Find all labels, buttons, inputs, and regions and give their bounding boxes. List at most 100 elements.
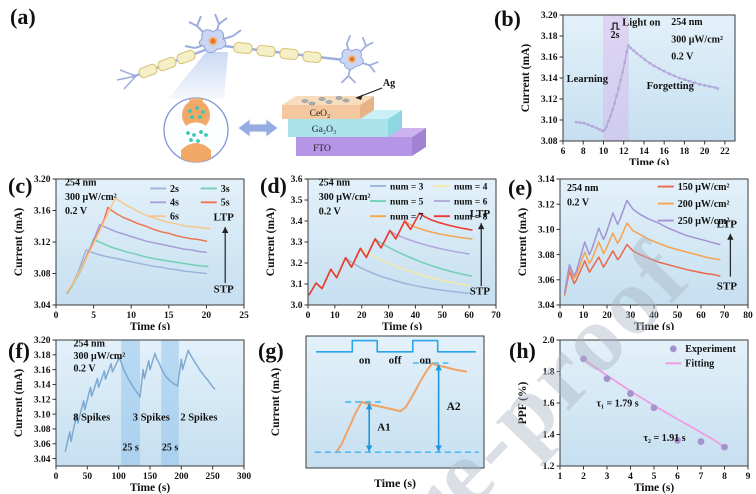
annotation-text: 8 Spikes <box>73 412 110 423</box>
svg-text:3.08: 3.08 <box>538 251 555 261</box>
series-light-pulse-train <box>315 339 476 353</box>
y-axis-label: Current (mA) <box>13 369 25 438</box>
svg-text:9: 9 <box>746 472 751 482</box>
svg-text:300: 300 <box>237 472 252 482</box>
legend-item: 6s <box>150 212 179 223</box>
panel-f: (f) 0 50 100 150 200 250 300 3.04 3.06 3.08 3.10 3.… <box>0 330 252 494</box>
svg-text:70: 70 <box>491 311 501 321</box>
annotation-text: 0.2 V <box>671 52 694 63</box>
ag-electrode-dots <box>301 96 350 106</box>
svg-text:80: 80 <box>743 311 753 321</box>
ag-arrowhead-icon <box>356 94 363 100</box>
svg-text:6s: 6s <box>170 212 179 223</box>
svg-text:4s: 4s <box>170 198 179 209</box>
svg-text:150 μW/cm²: 150 μW/cm² <box>678 182 730 193</box>
panel-f-chart: 0 50 100 150 200 250 300 3.04 3.06 3.08 3.10 3.12 3.… <box>13 336 252 494</box>
series-spike-train <box>64 349 216 452</box>
svg-text:3.16: 3.16 <box>541 53 558 63</box>
x-axis-label: Time (s) <box>382 321 423 330</box>
layer-label-ceo2: CeO₂ <box>310 109 331 119</box>
svg-text:1.4: 1.4 <box>543 431 555 441</box>
synapse-inset-icon <box>163 97 229 163</box>
annotation-text: A1 <box>377 421 390 433</box>
svg-text:3.14: 3.14 <box>34 381 51 391</box>
svg-text:3.18: 3.18 <box>541 32 558 42</box>
annotation-text: 3 Spikes <box>133 412 170 423</box>
svg-text:70: 70 <box>720 311 730 321</box>
annotation-text: 300 μW/cm² <box>319 192 371 203</box>
panel-h-chart: 1 2 3 4 5 6 7 8 9 1.2 1.4 1.6 1.8 2.0 Time (s) PPF (%) τ… <box>517 336 751 494</box>
highlight-band <box>161 340 179 466</box>
svg-text:num = 6: num = 6 <box>454 197 488 207</box>
legend-item: 250 μW/cm² <box>657 216 730 227</box>
panel-d-chart: 0 10 20 30 40 50 60 70 3.0 3.1 3.2 3.3 3.4 3.5 3.6 Time… <box>265 175 501 330</box>
double-arrow <box>365 403 373 452</box>
svg-text:2s: 2s <box>170 184 179 195</box>
svg-text:3.08: 3.08 <box>34 270 51 280</box>
highlight-band <box>121 340 140 466</box>
panel-a-illustration: Ag CeO₂ Ga₂O₃ FTO <box>116 13 426 163</box>
legend-item: Fitting <box>665 359 714 370</box>
axes: 1 2 3 4 5 6 7 8 9 1.2 1.4 1.6 1.8 2.0 Time (s) PPF (%) <box>517 336 751 494</box>
svg-text:3.3: 3.3 <box>291 238 303 248</box>
panel-e-chart: 0 10 20 30 40 50 60 70 80 3.04 3.06 3.08 3.10 3.12 3.1… <box>517 175 753 330</box>
panel-h-label: (h) <box>509 338 536 363</box>
svg-text:Fitting: Fitting <box>685 359 714 370</box>
series-200uW <box>563 222 721 295</box>
legend-item: 150 μW/cm² <box>657 182 730 193</box>
svg-text:14: 14 <box>639 147 649 157</box>
svg-text:3.12: 3.12 <box>541 95 558 105</box>
plot-area <box>56 340 244 466</box>
series-photocurrent <box>335 362 468 454</box>
svg-text:5: 5 <box>652 472 657 482</box>
svg-text:250 μW/cm²: 250 μW/cm² <box>678 216 730 227</box>
layer-label-fto: FTO <box>313 144 331 154</box>
panel-b-label: (b) <box>494 6 521 31</box>
annotation-text: 254 nm <box>65 178 97 189</box>
svg-text:200 μW/cm²: 200 μW/cm² <box>678 199 730 210</box>
ag-label: Ag <box>383 78 395 89</box>
svg-text:18: 18 <box>680 147 690 157</box>
panel-c-label: (c) <box>8 173 33 198</box>
svg-text:3.16: 3.16 <box>34 207 51 217</box>
panel-a-label: (a) <box>10 4 36 29</box>
up-arrow <box>727 233 734 277</box>
neuron-icon <box>339 35 379 84</box>
panel-e: (e) 0 10 20 30 40 50 60 70 80 3.04 3.06 3.08 3.10 3.1… <box>504 165 756 330</box>
legend-item: num = 6 <box>433 197 488 207</box>
up-arrow <box>478 223 485 287</box>
annotation-text: 0.2 V <box>65 206 88 217</box>
annotation-text: 2 Spikes <box>180 412 217 423</box>
svg-text:2.0: 2.0 <box>543 336 555 346</box>
annotation-text: 254 nm <box>74 338 106 349</box>
legend-item: num = 5 <box>370 197 424 207</box>
annotation-text: 25 s <box>122 442 139 453</box>
svg-text:60: 60 <box>696 311 706 321</box>
up-arrow <box>222 227 229 283</box>
svg-text:3.16: 3.16 <box>34 366 51 376</box>
svg-text:3.12: 3.12 <box>538 200 555 210</box>
annotation-text: τ₁ = 1.79 s <box>596 398 638 409</box>
y-axis-label: Current (mA) <box>520 44 532 113</box>
annotation-text: 25 s <box>162 442 179 453</box>
annotation-text: on <box>419 355 431 367</box>
neuron-icon <box>184 13 242 54</box>
svg-text:10: 10 <box>599 147 609 157</box>
annotation-text: on <box>359 355 371 367</box>
annotation-text: LTP <box>717 219 738 231</box>
svg-text:50: 50 <box>673 311 683 321</box>
svg-text:num = 4: num = 4 <box>454 182 488 192</box>
annotation-text: 2s <box>611 30 620 41</box>
zoom-beam <box>168 52 228 99</box>
svg-text:3.20: 3.20 <box>541 11 558 21</box>
svg-text:num = 7: num = 7 <box>390 213 424 223</box>
svg-text:50: 50 <box>83 472 93 482</box>
svg-text:30: 30 <box>384 311 394 321</box>
svg-text:150: 150 <box>143 472 158 482</box>
svg-text:3.0: 3.0 <box>291 301 303 311</box>
series-250uW <box>563 199 721 294</box>
svg-text:200: 200 <box>174 472 189 482</box>
axon-myelin-left <box>116 48 206 90</box>
legend-item: Experiment <box>669 344 736 355</box>
series-experiment <box>580 355 728 451</box>
